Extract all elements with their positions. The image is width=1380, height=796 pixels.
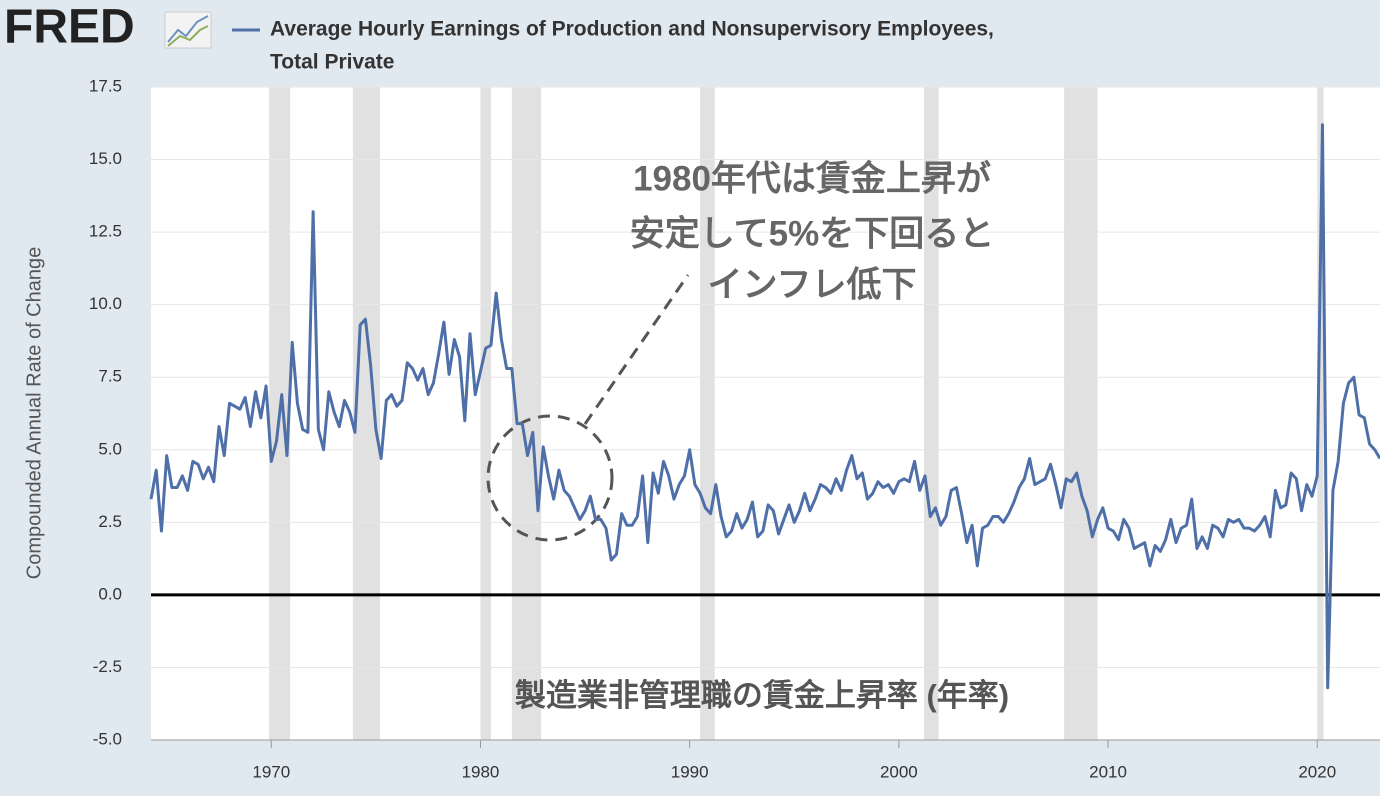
y-tick-label: 5.0: [98, 439, 122, 458]
annotation: 安定して5%を下回ると: [630, 214, 995, 253]
series-line: [149, 123, 1380, 690]
recession-band: [923, 87, 939, 740]
x-tick-label: 2000: [880, 762, 918, 781]
y-tick-label: 15.0: [89, 149, 122, 168]
recession-band: [480, 87, 491, 740]
logo: FRED: [4, 1, 135, 54]
y-tick-label: -2.5: [93, 657, 122, 676]
annotation: 製造業非管理職の賃金上昇率 (年率): [515, 678, 1009, 713]
annotation: 1980年代は賃金上昇が: [633, 158, 991, 198]
legend-label: Total Private: [270, 51, 394, 74]
x-tick-label: 1980: [462, 762, 500, 781]
x-tick-label: 2010: [1089, 762, 1127, 781]
annotation: インフレ低下: [708, 265, 917, 304]
recession-band: [700, 87, 715, 740]
y-axis-label: Compounded Annual Rate of Change: [23, 247, 45, 579]
legend-label: Average Hourly Earnings of Production an…: [270, 18, 994, 41]
x-tick-label: 1990: [671, 762, 709, 781]
y-tick-label: 0.0: [98, 584, 122, 603]
callout-circle: [486, 414, 614, 542]
y-tick-label: -5.0: [93, 729, 122, 748]
recession-band: [1317, 87, 1324, 740]
logo-icon: [164, 11, 212, 49]
x-tick-label: 2020: [1298, 762, 1336, 781]
y-tick-label: 7.5: [98, 367, 122, 386]
recession-band: [1064, 87, 1098, 740]
y-tick-label: 2.5: [98, 512, 122, 531]
callout-line: [583, 274, 690, 425]
y-tick-label: 10.0: [89, 294, 122, 313]
y-tick-label: 12.5: [89, 222, 122, 241]
x-tick-label: 1970: [252, 762, 290, 781]
y-tick-label: 17.5: [89, 76, 122, 95]
